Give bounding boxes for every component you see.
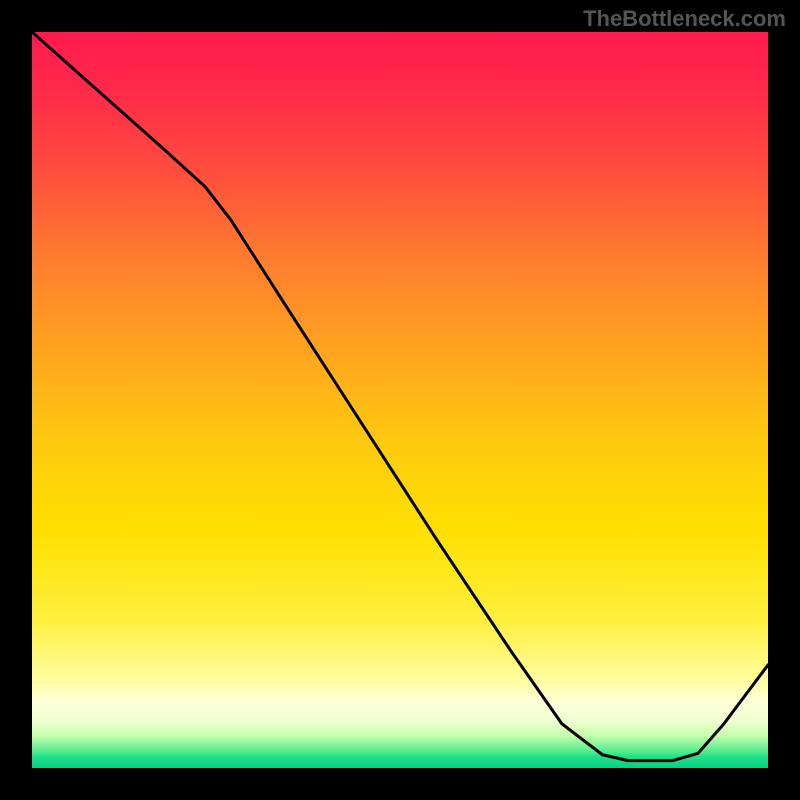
watermark-text: TheBottleneck.com [583, 6, 786, 32]
trough-label-layer [32, 32, 768, 768]
plot-area [32, 32, 768, 768]
chart-stage: TheBottleneck.com [0, 0, 800, 800]
